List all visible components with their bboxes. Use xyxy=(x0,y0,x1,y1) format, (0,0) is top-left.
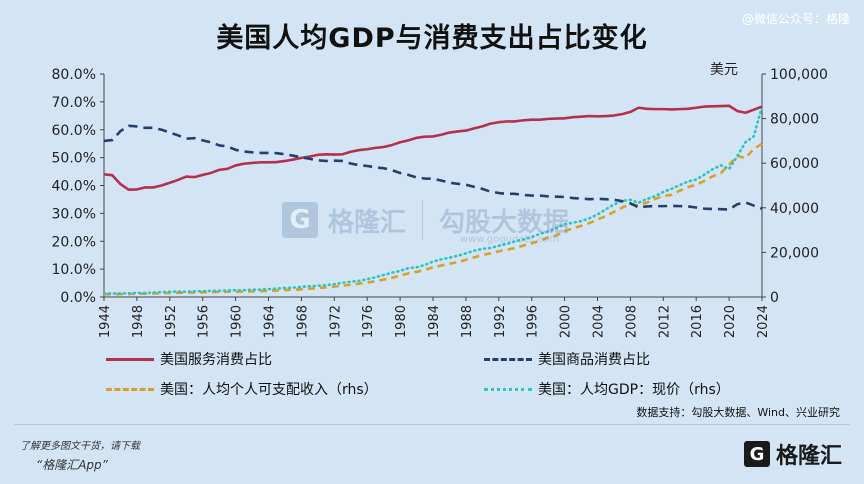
y-left-tick-label: 30.0% xyxy=(52,206,96,222)
legend-item-goods: 美国商品消费占比 xyxy=(484,348,650,370)
x-tick-label: 1968 xyxy=(295,305,310,338)
y-left-tick-label: 40.0% xyxy=(52,179,96,195)
legend-swatch-income xyxy=(106,387,154,391)
x-tick-label: 1960 xyxy=(230,305,245,338)
legend-label-goods: 美国商品消费占比 xyxy=(538,352,650,368)
x-tick-label: 1980 xyxy=(394,305,409,338)
y-right-tick-label: 80,000 xyxy=(770,112,819,128)
y-right-tick-label: 100,000 xyxy=(770,67,828,83)
y-left-tick-label: 10.0% xyxy=(52,262,96,278)
x-tick-label: 2000 xyxy=(559,305,574,338)
watermark-url: www.gogudata.com xyxy=(460,234,560,245)
legend-swatch-goods xyxy=(484,357,532,361)
legend-swatch-services xyxy=(106,357,154,361)
x-tick-label: 1948 xyxy=(131,305,146,338)
x-tick-label: 2012 xyxy=(657,305,672,338)
y-right-tick-label: 40,000 xyxy=(770,201,819,217)
x-tick-label: 1996 xyxy=(526,305,541,338)
y-left-tick-label: 70.0% xyxy=(52,95,96,111)
x-tick-label: 2024 xyxy=(756,305,771,338)
x-tick-label: 1964 xyxy=(263,305,278,338)
footer-logo: G 格隆汇 xyxy=(743,438,842,470)
line-chart: 0.0% 10.0% 20.0% 30.0% 40.0% 50.0% 60.0% 70.0% 8… xyxy=(52,62,828,338)
y-right-tick-label: 0 xyxy=(770,290,779,306)
legend-label-services: 美国服务消费占比 xyxy=(160,352,272,368)
legend-item-income: 美国：人均个人可支配收入（rhs） xyxy=(106,378,378,400)
x-tick-label: 2020 xyxy=(723,305,738,338)
footer-divider xyxy=(14,424,850,425)
x-tick-label: 1952 xyxy=(164,305,179,338)
x-tick-label: 1976 xyxy=(361,305,376,338)
y-right-tick-label: 60,000 xyxy=(770,156,819,172)
data-source: 数据支持：勾股大数据、Wind、兴业研究 xyxy=(636,406,840,419)
y-right-tick-label: 20,000 xyxy=(770,245,819,261)
series-line-goods xyxy=(103,124,763,211)
center-watermark: G 格隆汇 勾股大数据 www.gogudata.com xyxy=(282,200,570,245)
x-tick-label: 2008 xyxy=(624,305,639,338)
watermark-brand: 格隆汇 xyxy=(328,207,407,238)
legend-item-gdp: 美国：人均GDP：现价（rhs） xyxy=(484,378,730,400)
y-left-tick-label: 80.0% xyxy=(52,67,96,83)
chart-title: 美国人均GDP与消费支出占比变化 xyxy=(216,23,648,54)
legend-label-income: 美国：人均个人可支配收入（rhs） xyxy=(160,382,378,398)
footer-download-note: 了解更多图文干货，请下载 xyxy=(20,441,140,452)
y-right-unit-label: 美元 xyxy=(710,62,738,78)
x-tick-label: 1984 xyxy=(427,305,442,338)
watermark-partner: 勾股大数据 xyxy=(439,207,570,238)
x-tick-label: 1944 xyxy=(98,305,113,338)
legend-item-services: 美国服务消费占比 xyxy=(106,348,272,370)
y-left-tick-label: 20.0% xyxy=(52,234,96,250)
y-left-tick-label: 0.0% xyxy=(60,290,96,306)
x-tick-label: 1988 xyxy=(460,305,475,338)
watermark-logo-icon: G xyxy=(282,202,318,238)
chart-legend: 美国服务消费占比 美国商品消费占比 美国：人均个人可支配收入（rhs） 美国：人… xyxy=(84,346,804,406)
legend-label-gdp: 美国：人均GDP：现价（rhs） xyxy=(538,382,730,398)
series-line-services xyxy=(103,104,763,191)
series-line-gdp xyxy=(102,105,764,295)
wechat-watermark: @微信公众号：格隆 xyxy=(741,12,850,26)
footer-app-name: “格隆汇App” xyxy=(36,458,108,472)
x-tick-label: 1992 xyxy=(493,305,508,338)
x-tick-label: 1972 xyxy=(328,305,343,338)
legend-swatch-gdp xyxy=(484,387,532,391)
footer-logo-name: 格隆汇 xyxy=(775,444,842,469)
x-tick-label: 2004 xyxy=(592,305,607,338)
x-tick-label: 1956 xyxy=(197,305,212,338)
watermark-divider xyxy=(422,200,424,240)
y-left-tick-label: 50.0% xyxy=(52,151,96,167)
y-left-tick-label: 60.0% xyxy=(52,123,96,139)
footer-logo-icon: G xyxy=(743,441,770,467)
x-tick-label: 2016 xyxy=(690,305,705,338)
